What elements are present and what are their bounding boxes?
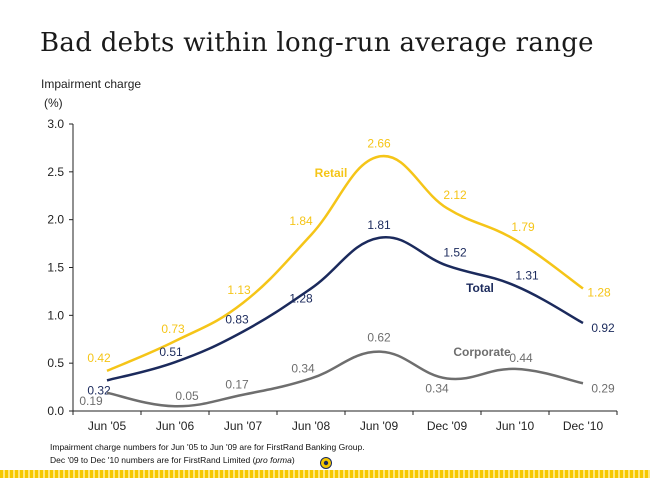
corporate-series-label: Corporate [453,345,511,359]
retail-data-label: 1.84 [289,214,313,228]
retail-data-label: 2.12 [443,188,467,202]
total-data-label: 0.32 [87,383,111,397]
total-data-label: 0.51 [159,345,183,359]
x-tick-label: Dec '10 [563,419,604,433]
footnote-line-2-suffix: ) [291,455,295,465]
corporate-data-label: 0.34 [291,361,315,375]
y-tick-label: 1.5 [47,261,64,275]
total-data-label: 1.52 [443,246,467,260]
retail-data-label: 1.13 [227,283,251,297]
retail-data-label: 0.73 [161,322,185,336]
y-tick-label: 3.0 [47,117,64,131]
x-tick-label: Jun '05 [88,419,127,433]
x-tick-label: Jun '10 [496,419,535,433]
corporate-data-label: 0.29 [591,381,615,395]
total-data-label: 0.92 [591,321,615,335]
footnote-line-2-italic: pro forma [255,455,292,465]
corporate-data-label: 0.44 [509,351,533,365]
y-tick-label: 0.5 [47,356,64,370]
x-tick-label: Jun '08 [292,419,331,433]
retail-data-label: 0.42 [87,351,111,365]
retail-series-label: Retail [315,166,348,180]
x-tick-label: Dec '09 [427,419,468,433]
total-series-label: Total [466,281,494,295]
company-logo-icon [320,457,332,469]
corporate-data-label: 0.19 [79,394,103,408]
total-data-label: 1.81 [367,218,391,232]
corporate-data-label: 0.05 [175,389,199,403]
footer-stripe [0,470,650,478]
y-tick-label: 2.5 [47,165,64,179]
x-tick-label: Jun '09 [360,419,399,433]
corporate-series-line [106,350,584,408]
y-tick-label: 2.0 [47,213,64,227]
total-data-label: 1.28 [289,292,313,306]
total-series-line [106,235,584,382]
total-data-label: 0.83 [225,313,249,327]
x-tick-label: Jun '07 [224,419,263,433]
corporate-data-label: 0.62 [367,331,391,345]
retail-data-label: 2.66 [367,137,391,151]
y-tick-label: 0.0 [47,404,64,418]
slide-title: Bad debts within long-run average range [40,28,594,58]
footnote-line-2-prefix: Dec '09 to Dec '10 numbers are for First… [50,455,256,465]
retail-series-line [106,154,584,372]
total-data-label: 1.31 [515,269,539,283]
footnote-line-2: Dec '09 to Dec '10 numbers are for First… [50,455,295,465]
retail-data-label: 1.28 [587,286,611,300]
y-tick-label: 1.0 [47,308,64,322]
corporate-data-label: 0.17 [225,378,249,392]
footnote-line-1: Impairment charge numbers for Jun '05 to… [50,442,365,452]
impairment-chart: 0.0 0.5 1.0 1.5 2.0 2.5 3.0 Jun '05 Jun '06 Jun '… [47,117,618,433]
y-axis-label: Impairment charge [41,77,142,91]
retail-data-label: 1.79 [511,220,535,234]
x-tick-label: Jun '06 [156,419,195,433]
corporate-data-label: 0.34 [425,381,449,395]
y-axis-unit: (%) [44,96,63,110]
